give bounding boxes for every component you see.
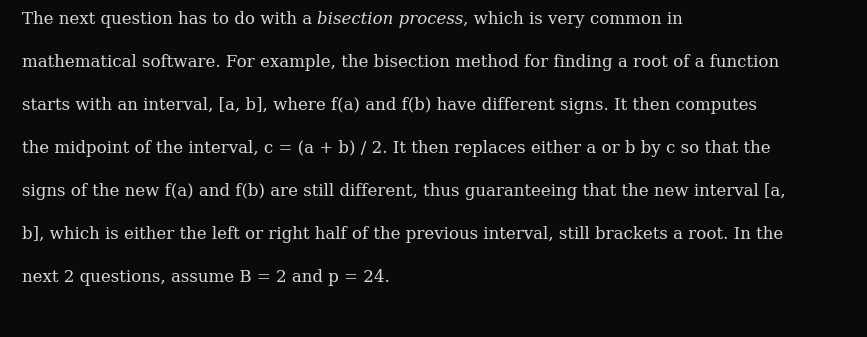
Text: bisection process: bisection process	[317, 10, 464, 28]
Text: The next question has to do with a: The next question has to do with a	[22, 10, 317, 28]
Text: mathematical software. For example, the bisection method for finding a root of a: mathematical software. For example, the …	[22, 54, 779, 71]
Text: b], which is either the left or right half of the previous interval, still brack: b], which is either the left or right ha…	[22, 226, 783, 243]
Text: next 2 questions, assume B = 2 and p = 24.: next 2 questions, assume B = 2 and p = 2…	[22, 269, 389, 286]
Text: signs of the new f(a) and f(b) are still different, thus guaranteeing that the n: signs of the new f(a) and f(b) are still…	[22, 183, 786, 200]
Text: the midpoint of the interval, c = (a + b) / 2. It then replaces either a or b by: the midpoint of the interval, c = (a + b…	[22, 140, 770, 157]
Text: starts with an interval, [a, b], where f(a) and f(b) have different signs. It th: starts with an interval, [a, b], where f…	[22, 97, 757, 114]
Text: , which is very common in: , which is very common in	[464, 10, 683, 28]
